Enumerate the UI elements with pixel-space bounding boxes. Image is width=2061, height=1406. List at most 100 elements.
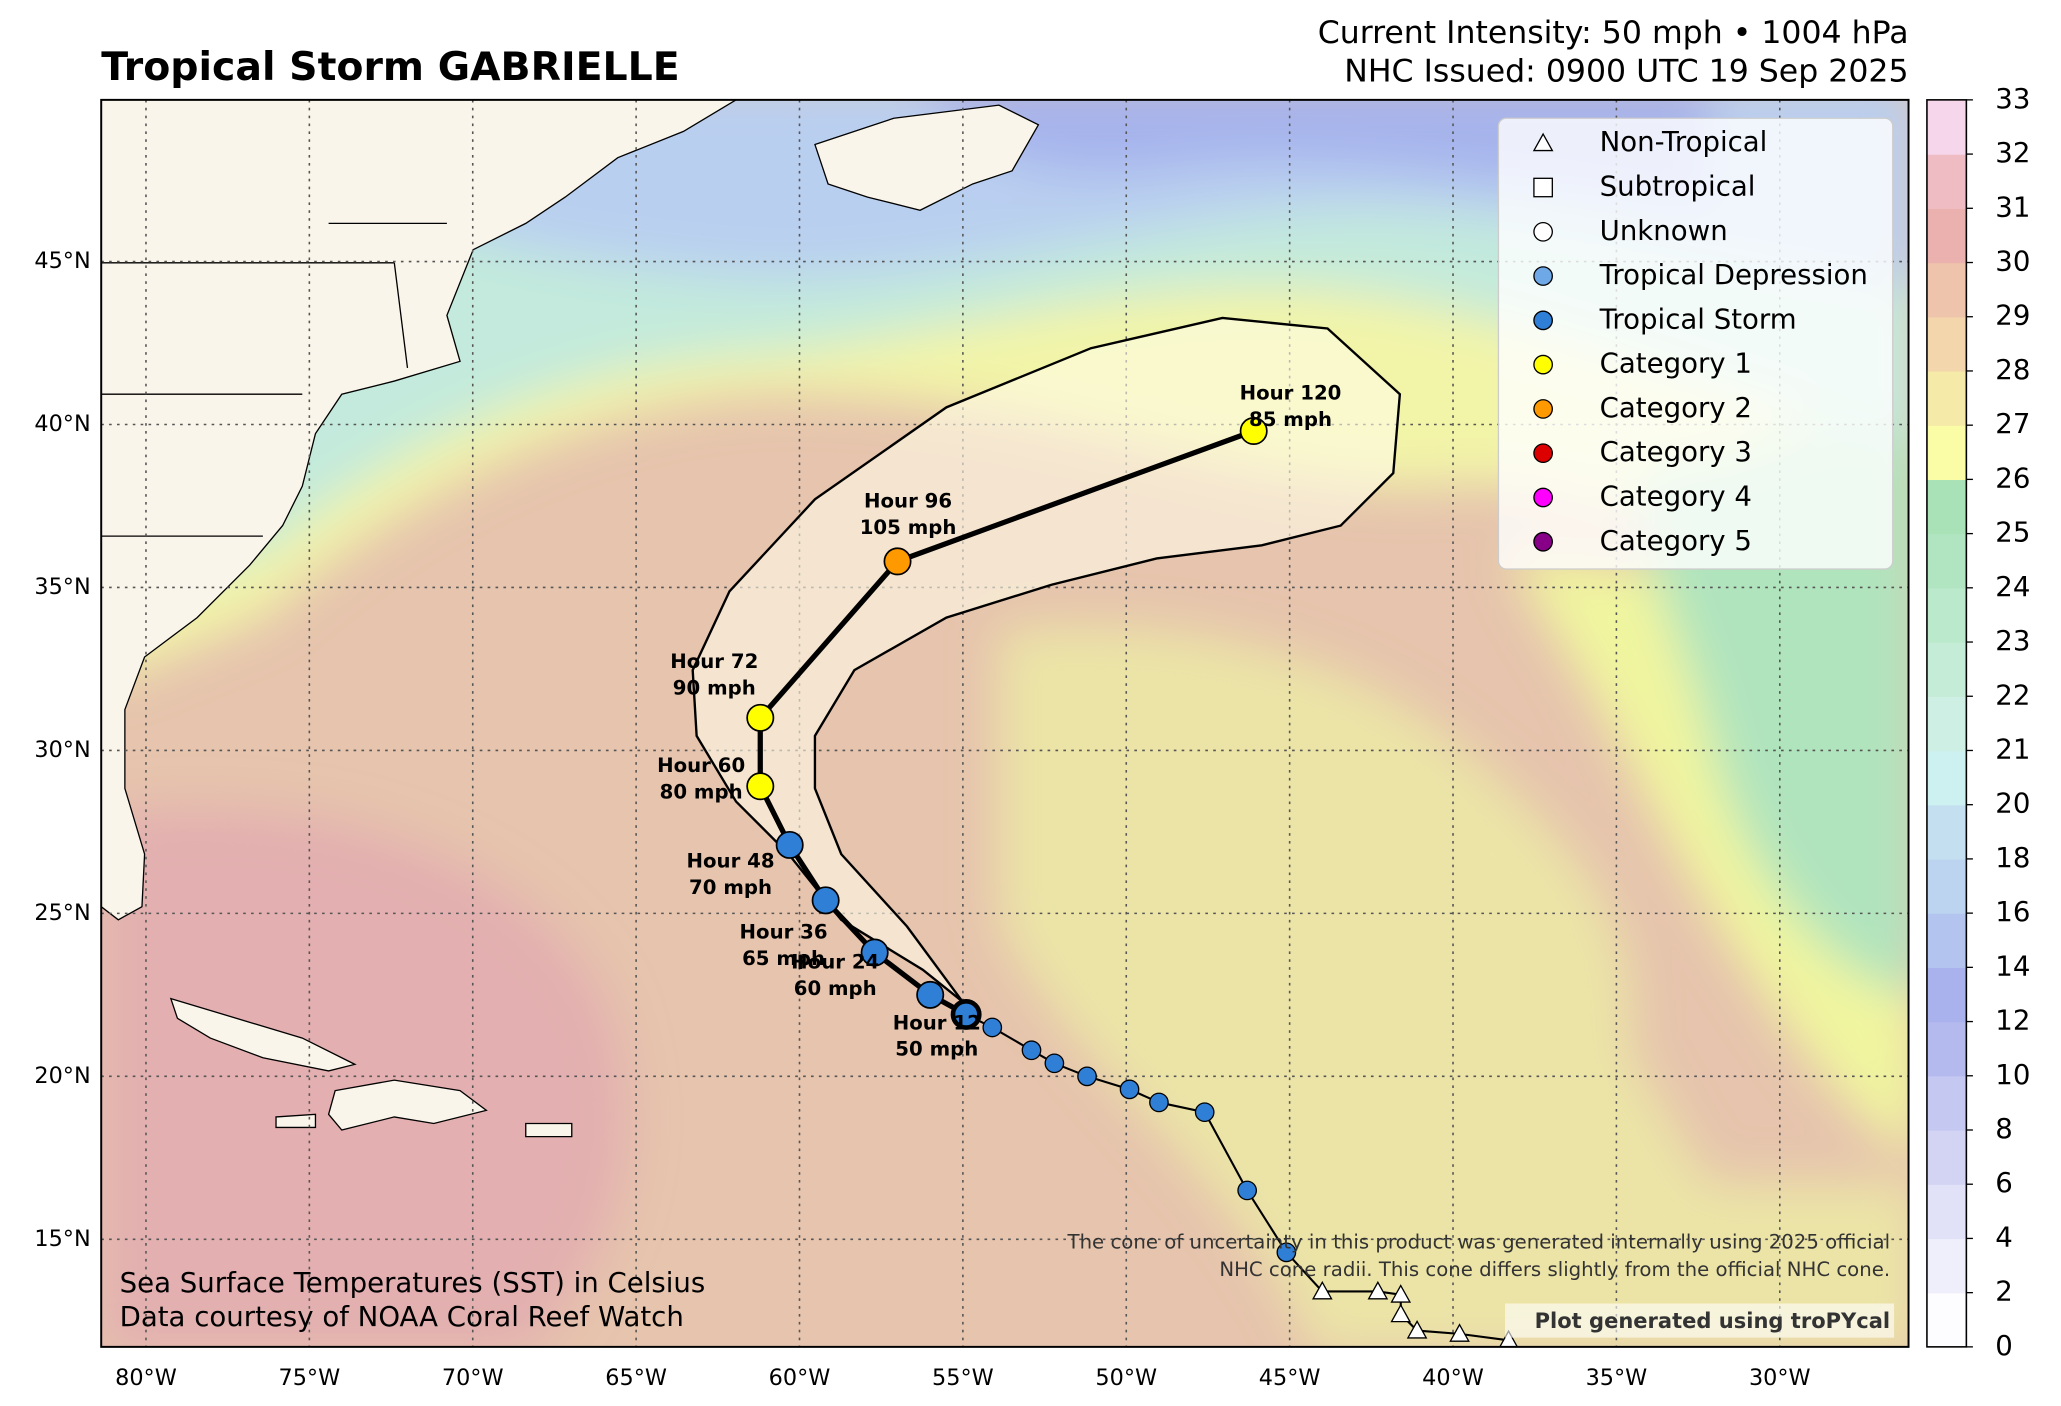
legend-marker [1533, 531, 1553, 552]
jamaica [275, 1113, 317, 1129]
lon-tick-label: 75°W [279, 1365, 341, 1391]
colorbar-tick-label: 33 [1995, 82, 2030, 115]
newfoundland [814, 104, 1040, 211]
cone-note: The cone of uncertainty in this product … [1067, 1231, 1891, 1254]
colorbar-band [1926, 370, 1967, 426]
colorbar-band [1926, 479, 1967, 535]
puerto-rico [525, 1122, 573, 1138]
hour-label: Hour 96 [864, 490, 952, 513]
legend-marker [1533, 310, 1553, 331]
lon-tick-label: 50°W [1095, 1365, 1157, 1391]
track-point [1239, 417, 1268, 446]
legend-label: Non-Tropical [1600, 125, 1768, 158]
wind-label: 50 mph [895, 1038, 978, 1061]
colorbar-band [1926, 1184, 1967, 1240]
lon-tick-label: 30°W [1749, 1365, 1811, 1391]
colorbar-tick-label: 25 [1995, 516, 2030, 549]
legend-marker [1533, 354, 1553, 375]
colorbar-tick-label: 30 [1995, 245, 2030, 278]
lon-tick-label: 70°W [442, 1365, 504, 1391]
colorbar-tick-label: 27 [1995, 407, 2030, 440]
colorbar-tick-label: 24 [1995, 570, 2030, 603]
lon-tick-label: 45°W [1259, 1365, 1321, 1391]
legend-label: Category 2 [1600, 391, 1752, 424]
graticule [101, 99, 1909, 1347]
intensity: Current Intensity: 50 mph • 1004 hPa [1318, 15, 1909, 51]
colorbar: 0246810121416182021222324252627282930313… [1926, 82, 2030, 1362]
lat-tick-label: 15°N [34, 1226, 90, 1252]
track-point [1237, 1180, 1258, 1201]
colorbar-tick-label: 28 [1995, 353, 2030, 386]
wind-label: 70 mph [689, 876, 772, 899]
colorbar-tick-label: 22 [1995, 678, 2030, 711]
colorbar-band [1926, 750, 1967, 806]
legend-label: Category 4 [1600, 479, 1752, 512]
cuba [169, 997, 357, 1072]
wind-label: 60 mph [794, 977, 877, 1000]
legend-label: Tropical Depression [1599, 258, 1868, 291]
title: Tropical Storm GABRIELLE [101, 44, 679, 90]
hour-label: Hour 72 [670, 650, 758, 673]
credit-box [1505, 1303, 1895, 1338]
colorbar-tick-label: 0 [1995, 1329, 2013, 1362]
colorbar-band [1926, 208, 1967, 264]
wind-label: 105 mph [860, 516, 957, 539]
lon-tick-label: 65°W [605, 1365, 667, 1391]
hour-label: Hour 48 [687, 850, 775, 873]
track-point [1044, 1053, 1065, 1074]
colorbar-tick-label: 12 [1995, 1004, 2030, 1037]
hispaniola [327, 1079, 488, 1131]
colorbar-band [1926, 1021, 1967, 1077]
legend-marker [1533, 443, 1553, 464]
hour-label: Hour 36 [740, 921, 828, 944]
track-point [916, 980, 945, 1009]
colorbar-band [1926, 99, 1967, 155]
colorbar-tick-label: 8 [1995, 1112, 2013, 1145]
colorbar-band [1926, 316, 1967, 372]
colorbar-band [1926, 1075, 1967, 1131]
legend-box [1497, 117, 1894, 570]
colorbar-tick-label: 10 [1995, 1058, 2030, 1091]
track-point [1119, 1079, 1140, 1100]
state-borders [101, 222, 447, 537]
colorbar-tick-label: 29 [1995, 299, 2030, 332]
colorbar-tick-label: 14 [1995, 949, 2030, 982]
colorbar-band [1926, 587, 1967, 643]
colorbar-band [1926, 425, 1967, 481]
wind-label: 90 mph [673, 676, 756, 699]
colorbar-tick-label: 16 [1995, 895, 2030, 928]
colorbar-tick-label: 23 [1995, 624, 2030, 657]
map-frame [100, 98, 1910, 1348]
track-point [1367, 1280, 1389, 1300]
colorbar-tick-label: 6 [1995, 1166, 2013, 1199]
hour-label: Hour 60 [657, 754, 745, 777]
colorbar-tick-label: 18 [1995, 841, 2030, 874]
colorbar-tick-label: 4 [1995, 1220, 2013, 1253]
colorbar-band [1926, 858, 1967, 914]
wind-label: 85 mph [1249, 408, 1332, 431]
track-point [1449, 1323, 1470, 1342]
colorbar-band [1926, 642, 1967, 697]
issued: NHC Issued: 0900 UTC 19 Sep 2025 [1344, 53, 1908, 89]
borders [101, 222, 447, 537]
track-point [746, 703, 775, 732]
colorbar-band [1926, 967, 1967, 1023]
colorbar-tick-label: 20 [1995, 787, 2030, 820]
sst-note: Data courtesy of NOAA Coral Reef Watch [120, 1300, 684, 1333]
legend-marker [1533, 177, 1553, 198]
track-point [1390, 1303, 1412, 1323]
hour-label: Hour 120 [1240, 382, 1342, 405]
track-point [982, 1017, 1003, 1038]
track-point [883, 547, 912, 576]
north-america [101, 99, 738, 921]
lon-tick-label: 35°W [1586, 1365, 1648, 1391]
lat-tick-label: 35°N [34, 574, 90, 600]
colorbar-tick-label: 31 [1995, 190, 2030, 223]
legend-label: Tropical Storm [1599, 302, 1797, 335]
colorbar-band [1926, 1238, 1967, 1294]
cone-of-uncertainty [691, 316, 1402, 1013]
colorbar-frame [1926, 99, 1968, 1348]
colorbar-tick-label: 2 [1995, 1275, 2013, 1308]
current-position [950, 998, 982, 1030]
